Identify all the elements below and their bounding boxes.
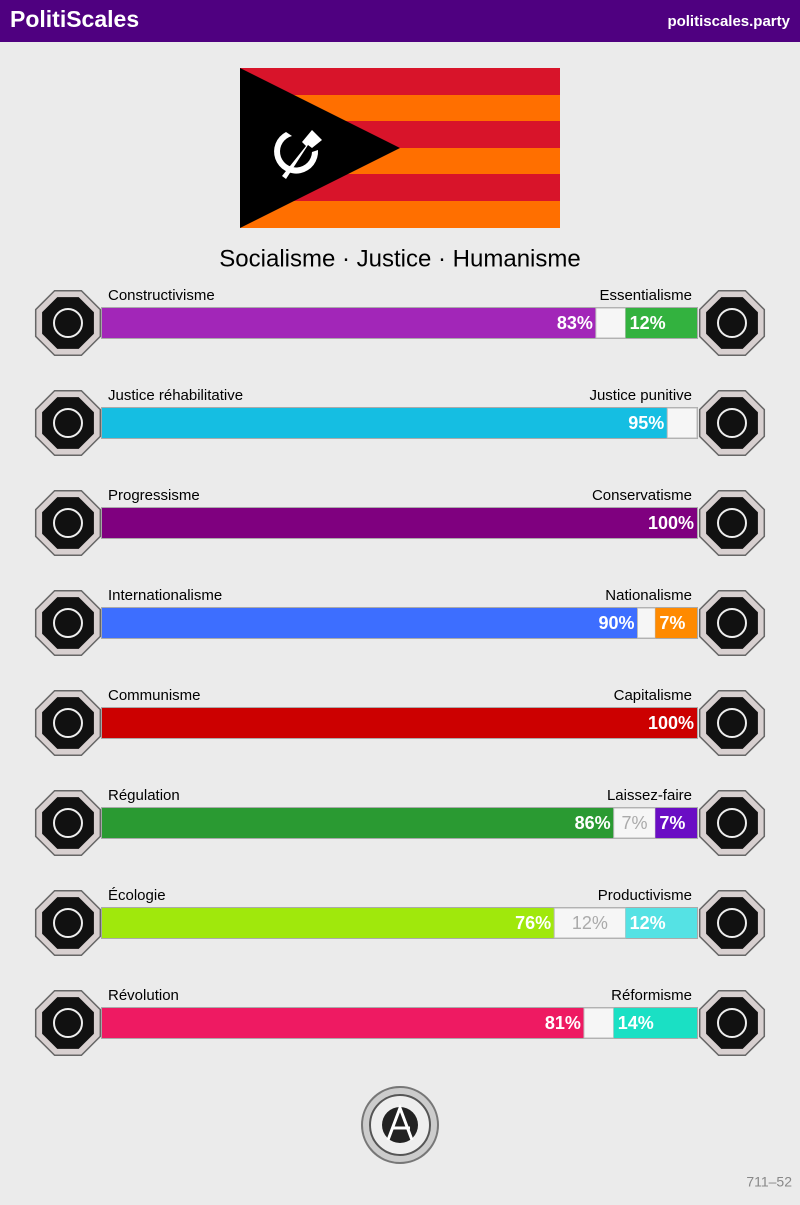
axis-right-name: Laissez-faire xyxy=(607,787,692,804)
axis-left-name: Progressisme xyxy=(108,487,200,504)
value-right: 14% xyxy=(618,1013,654,1033)
axis-icon-motif xyxy=(717,808,747,838)
axis-icon-motif xyxy=(717,508,747,538)
axis-icon-inner xyxy=(706,897,758,949)
axis-icon-motif xyxy=(717,408,747,438)
axis-left-name: Constructivisme xyxy=(108,287,215,304)
flag xyxy=(240,68,560,228)
bar-left xyxy=(102,808,614,838)
axis-icon-inner xyxy=(42,997,94,1049)
axis-right-name: Capitalisme xyxy=(614,687,692,704)
bar-left xyxy=(102,508,697,538)
value-middle: 7% xyxy=(622,813,648,833)
axis-left-name: Révolution xyxy=(108,987,179,1004)
axis-icon-motif xyxy=(717,308,747,338)
value-right: 12% xyxy=(630,313,666,333)
bar-right xyxy=(655,608,697,638)
value-left: 95% xyxy=(628,413,664,433)
bar-right xyxy=(655,808,697,838)
axis-left-name: Communisme xyxy=(108,687,201,704)
axis-left-name: Internationalisme xyxy=(108,587,222,604)
value-right: 7% xyxy=(659,813,685,833)
axis-right-name: Nationalisme xyxy=(605,587,692,604)
axis-icon-inner xyxy=(42,397,94,449)
value-left: 76% xyxy=(515,913,551,933)
axis-icon-motif xyxy=(53,1008,83,1038)
value-left: 90% xyxy=(598,613,634,633)
axis-icon-inner xyxy=(706,297,758,349)
axis-icon-motif xyxy=(717,1008,747,1038)
axis-left-name: Régulation xyxy=(108,787,180,804)
bar-middle xyxy=(595,307,627,339)
bar-right xyxy=(625,308,697,338)
axis-right-name: Justice punitive xyxy=(589,387,692,404)
axis-left-name: Écologie xyxy=(108,887,166,904)
value-left: 86% xyxy=(575,813,611,833)
axis-icon-inner xyxy=(42,797,94,849)
bar-left xyxy=(102,308,596,338)
bar-left xyxy=(102,708,697,738)
bar-left xyxy=(102,408,668,438)
axis-icon-motif xyxy=(53,508,83,538)
axis-left-name: Justice réhabilitative xyxy=(108,387,243,404)
axis-icon-inner xyxy=(706,397,758,449)
bar-left xyxy=(102,1008,584,1038)
bar-middle xyxy=(583,1007,615,1039)
value-left: 100% xyxy=(648,513,694,533)
axis-icon-inner xyxy=(706,497,758,549)
axis-icon-inner xyxy=(42,497,94,549)
app-title: PolitiScales xyxy=(10,6,139,32)
axis-icon-inner xyxy=(42,597,94,649)
slogan: Socialisme · Justice · Humanisme xyxy=(219,245,580,272)
site-link[interactable]: politiscales.party xyxy=(667,13,790,30)
value-left: 83% xyxy=(557,313,593,333)
axis-icon-motif xyxy=(53,708,83,738)
bar-middle xyxy=(553,907,627,939)
value-left: 81% xyxy=(545,1013,581,1033)
axis-icon-motif xyxy=(717,608,747,638)
bar-left xyxy=(102,908,555,938)
bar-right xyxy=(625,908,697,938)
axis-icon-inner xyxy=(706,997,758,1049)
axis-icon-motif xyxy=(53,408,83,438)
axis-right-name: Conservatisme xyxy=(592,487,692,504)
result-code: 711–52 xyxy=(746,1174,792,1190)
axis-icon-inner xyxy=(42,297,94,349)
bar-middle xyxy=(637,607,656,639)
axis-icon-inner xyxy=(706,597,758,649)
axis-right-name: Productivisme xyxy=(598,887,692,904)
axis-icon-motif xyxy=(53,608,83,638)
bar-right xyxy=(613,1008,697,1038)
axis-icon-inner xyxy=(706,797,758,849)
axis-icon-motif xyxy=(53,908,83,938)
value-middle: 12% xyxy=(572,913,608,933)
bar-left xyxy=(102,608,638,638)
bar-middle xyxy=(666,407,698,439)
axis-right-name: Essentialisme xyxy=(599,287,692,304)
value-right: 12% xyxy=(630,913,666,933)
axis-icon-motif xyxy=(53,308,83,338)
axis-right-name: Réformisme xyxy=(611,987,692,1004)
axis-icon-motif xyxy=(717,708,747,738)
axis-icon-inner xyxy=(42,697,94,749)
value-right: 7% xyxy=(659,613,685,633)
header-bar xyxy=(0,0,800,42)
value-left: 100% xyxy=(648,713,694,733)
axis-icon-motif xyxy=(717,908,747,938)
bar-middle xyxy=(613,807,656,839)
axis-icon-inner xyxy=(42,897,94,949)
seal xyxy=(361,1086,439,1164)
axis-icon-motif xyxy=(53,808,83,838)
axis-icon-inner xyxy=(706,697,758,749)
